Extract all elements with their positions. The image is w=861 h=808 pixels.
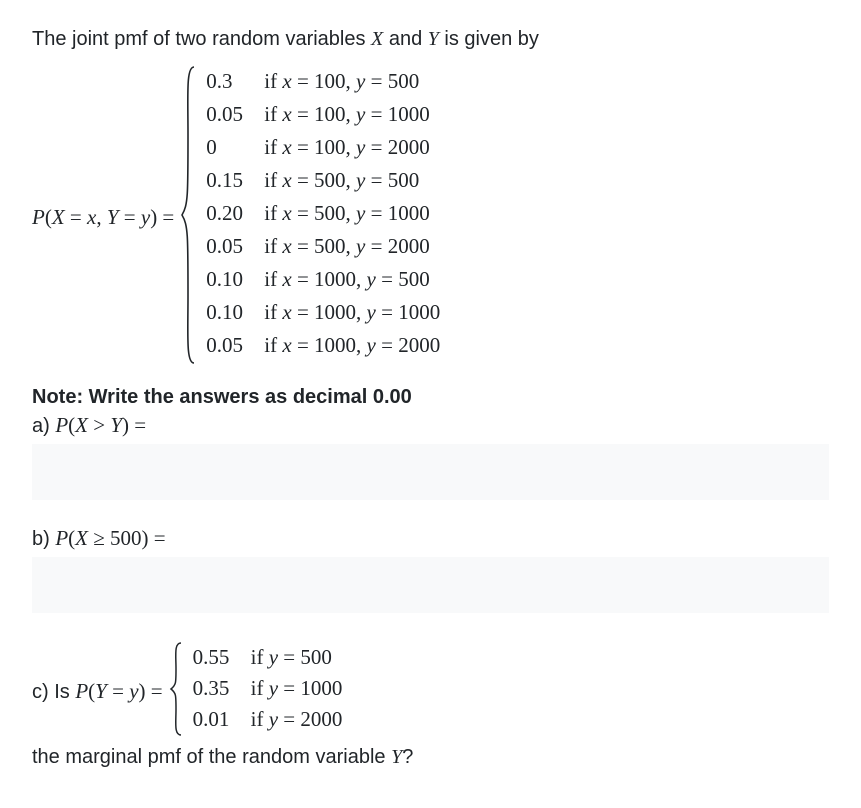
part-c-letter: c) Is xyxy=(32,681,75,703)
pmf-cases-list: 0.3if x = 100, y = 5000.05if x = 100, y … xyxy=(198,65,440,370)
marginal-case-value: 0.55 xyxy=(193,645,251,670)
pmf-case-row: 0.05if x = 500, y = 2000 xyxy=(206,234,440,267)
pmf-case-value: 0 xyxy=(206,135,264,160)
part-b-answer-input[interactable] xyxy=(32,557,829,613)
pmf-case-row: 0.10if x = 1000, y = 500 xyxy=(206,267,440,300)
part-a-letter: a) xyxy=(32,415,55,437)
left-brace-icon xyxy=(180,65,198,370)
pmf-brace-group: 0.3if x = 100, y = 5000.05if x = 100, y … xyxy=(180,65,440,370)
left-brace-icon xyxy=(169,641,185,742)
pmf-case-row: 0.05if x = 1000, y = 2000 xyxy=(206,333,440,366)
pmf-case-row: 0.10if x = 1000, y = 1000 xyxy=(206,300,440,333)
marginal-case-row: 0.55if y = 500 xyxy=(193,645,343,676)
pmf-case-condition: if x = 500, y = 500 xyxy=(264,168,419,193)
intro-mid: and xyxy=(383,28,427,50)
part-c-brace-group: 0.55if y = 5000.35if y = 10000.01if y = … xyxy=(169,641,343,742)
marginal-case-value: 0.35 xyxy=(193,676,251,701)
intro-suffix: is given by xyxy=(439,28,539,50)
pmf-case-value: 0.10 xyxy=(206,300,264,325)
part-a-answer-input[interactable] xyxy=(32,444,829,500)
pmf-case-value: 0.05 xyxy=(206,102,264,127)
pmf-case-condition: if x = 100, y = 1000 xyxy=(264,102,429,127)
marginal-case-condition: if y = 500 xyxy=(251,645,332,670)
part-b-label: b) P(X ≥ 500) = xyxy=(32,526,829,551)
pmf-case-condition: if x = 1000, y = 2000 xyxy=(264,333,440,358)
note-text: Note: Write the answers as decimal 0.00 xyxy=(32,386,829,409)
intro-text: The joint pmf of two random variables X … xyxy=(32,28,829,51)
part-c-tail-suffix: ? xyxy=(402,746,413,768)
part-a-expression: P(X > Y) = xyxy=(55,413,146,437)
part-b-letter: b) xyxy=(32,528,55,550)
pmf-case-value: 0.10 xyxy=(206,267,264,292)
pmf-case-condition: if x = 100, y = 2000 xyxy=(264,135,429,160)
pmf-case-row: 0.15if x = 500, y = 500 xyxy=(206,168,440,201)
pmf-case-condition: if x = 1000, y = 500 xyxy=(264,267,429,292)
marginal-case-value: 0.01 xyxy=(193,707,251,732)
joint-pmf-definition: P(X = x, Y = y) = 0.3if x = 100, y = 500… xyxy=(32,65,829,370)
marginal-case-condition: if y = 2000 xyxy=(251,707,343,732)
pmf-case-value: 0.20 xyxy=(206,201,264,226)
pmf-case-row: 0.3if x = 100, y = 500 xyxy=(206,69,440,102)
pmf-case-value: 0.05 xyxy=(206,333,264,358)
part-c-definition: c) Is P(Y = y) = 0.55if y = 5000.35if y … xyxy=(32,641,829,742)
pmf-case-condition: if x = 1000, y = 1000 xyxy=(264,300,440,325)
part-a-label: a) P(X > Y) = xyxy=(32,413,829,438)
pmf-lhs: P(X = x, Y = y) = xyxy=(32,205,180,230)
pmf-case-row: 0.05if x = 100, y = 1000 xyxy=(206,102,440,135)
pmf-case-condition: if x = 500, y = 2000 xyxy=(264,234,429,259)
marginal-case-condition: if y = 1000 xyxy=(251,676,343,701)
question-container: The joint pmf of two random variables X … xyxy=(0,0,861,789)
marginal-case-row: 0.01if y = 2000 xyxy=(193,707,343,738)
part-c-lhs: c) Is P(Y = y) = xyxy=(32,679,169,704)
pmf-case-value: 0.05 xyxy=(206,234,264,259)
pmf-case-value: 0.3 xyxy=(206,69,264,94)
pmf-case-condition: if x = 100, y = 500 xyxy=(264,69,419,94)
marginal-cases-list: 0.55if y = 5000.35if y = 10000.01if y = … xyxy=(185,641,343,742)
intro-prefix: The joint pmf of two random variables xyxy=(32,28,371,50)
part-c-tail-var: Y xyxy=(391,746,402,768)
marginal-case-row: 0.35if y = 1000 xyxy=(193,676,343,707)
part-c-tail-question: the marginal pmf of the random variable … xyxy=(32,746,829,769)
intro-var-x: X xyxy=(371,28,383,50)
intro-var-y: Y xyxy=(428,28,439,50)
part-c-tail-prefix: the marginal pmf of the random variable xyxy=(32,746,391,768)
pmf-case-row: 0if x = 100, y = 2000 xyxy=(206,135,440,168)
pmf-case-condition: if x = 500, y = 1000 xyxy=(264,201,429,226)
part-b-expression: P(X ≥ 500) = xyxy=(55,526,165,550)
pmf-case-row: 0.20if x = 500, y = 1000 xyxy=(206,201,440,234)
pmf-case-value: 0.15 xyxy=(206,168,264,193)
